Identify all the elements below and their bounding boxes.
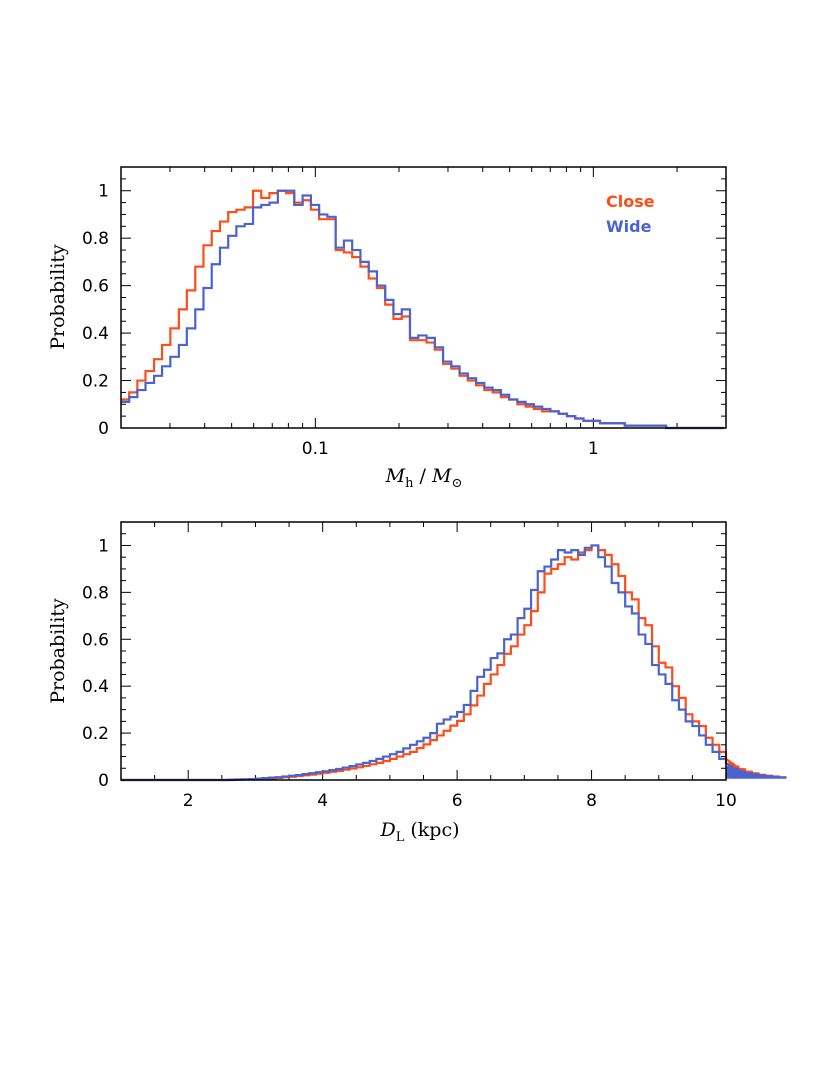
distance-chart-xtick-label: 6 bbox=[452, 791, 463, 811]
mass-chart-xlabel: Mh / M⊙ bbox=[385, 465, 463, 491]
mass-chart-xtick-label: 0.1 bbox=[302, 439, 329, 459]
distance-chart-ytick-label: 1 bbox=[98, 536, 109, 556]
legend: Close Wide bbox=[606, 192, 655, 236]
legend-close: Close bbox=[606, 192, 655, 211]
mass-chart-series bbox=[121, 189, 724, 430]
distance-chart: 0 0.2 0.4 0.6 0.8 1 2 4 6 8 10 Probability DL (kpc… bbox=[47, 521, 787, 845]
distance-chart-tick-labels: 0 0.2 0.4 0.6 0.8 1 2 4 6 8 10 bbox=[82, 536, 737, 811]
mass-chart-ticks bbox=[120, 166, 727, 429]
mass-chart-xtick-label: 1 bbox=[588, 439, 599, 459]
mass-chart-series-wide bbox=[121, 189, 724, 430]
distance-chart-xtick-label: 4 bbox=[317, 791, 328, 811]
distance-chart-frame bbox=[120, 521, 727, 781]
mass-chart-ytick-label: 0.4 bbox=[82, 324, 109, 344]
distance-chart-xlabel: DL (kpc) bbox=[379, 819, 459, 845]
distance-chart-series bbox=[121, 544, 787, 782]
distance-chart-ytick-label: 0.4 bbox=[82, 677, 109, 697]
distance-chart-ytick-label: 0.8 bbox=[82, 583, 109, 603]
distance-chart-ytick-label: 0 bbox=[98, 771, 109, 791]
distance-chart-xtick-label: 8 bbox=[586, 791, 597, 811]
mass-chart-ylabel: Probability bbox=[47, 244, 69, 350]
distance-chart-xtick-label: 2 bbox=[183, 791, 194, 811]
mass-chart-ytick-label: 0.8 bbox=[82, 229, 109, 249]
mass-chart-frame bbox=[120, 166, 727, 429]
distance-chart-series-wide bbox=[121, 544, 787, 782]
distance-chart-ytick-label: 0.6 bbox=[82, 630, 109, 650]
distance-chart-ylabel: Probability bbox=[47, 598, 69, 704]
mass-chart: 0 0.2 0.4 0.6 0.8 1 0.1 1 Probability Mh / M⊙ C… bbox=[47, 166, 727, 491]
legend-wide: Wide bbox=[606, 217, 652, 236]
distance-chart-ticks bbox=[120, 521, 727, 781]
mass-chart-ytick-label: 0.2 bbox=[82, 372, 109, 392]
mass-chart-ytick-label: 0.6 bbox=[82, 277, 109, 297]
mass-chart-tick-labels: 0 0.2 0.4 0.6 0.8 1 0.1 1 bbox=[82, 182, 599, 459]
mass-chart-ytick-label: 0 bbox=[98, 419, 109, 439]
distance-chart-ytick-label: 0.2 bbox=[82, 724, 109, 744]
distance-chart-xtick-label: 10 bbox=[715, 791, 737, 811]
mass-chart-ytick-label: 1 bbox=[98, 182, 109, 202]
